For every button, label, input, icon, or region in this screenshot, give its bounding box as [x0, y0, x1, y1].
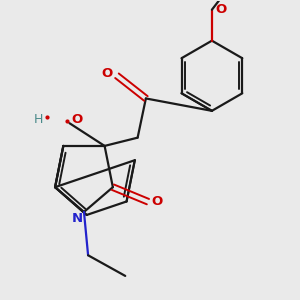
Text: O: O	[72, 112, 83, 126]
Text: H: H	[33, 112, 43, 126]
Text: O: O	[102, 67, 113, 80]
Text: O: O	[151, 195, 163, 208]
Text: O: O	[215, 3, 226, 16]
Text: N: N	[72, 212, 83, 225]
